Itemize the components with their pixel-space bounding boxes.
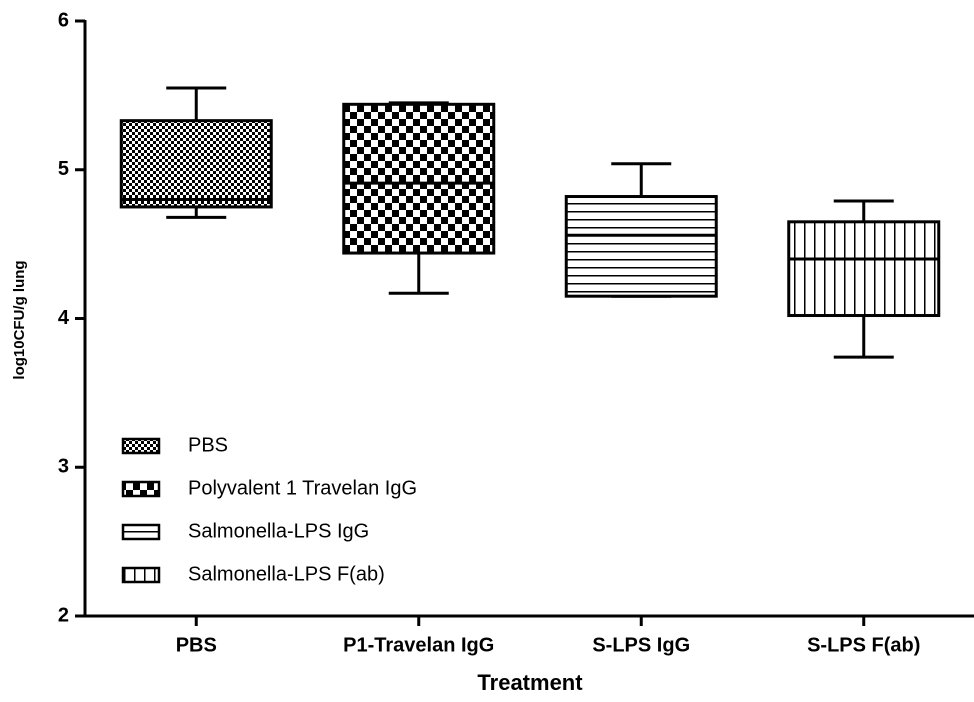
legend-swatch bbox=[121, 523, 161, 541]
x-tick-label: PBS bbox=[176, 634, 217, 656]
legend-swatch bbox=[121, 437, 161, 455]
y-tick-label: 5 bbox=[58, 158, 69, 180]
legend-label: Polyvalent 1 Travelan IgG bbox=[188, 477, 417, 499]
legend-swatch bbox=[121, 566, 161, 584]
box bbox=[787, 220, 941, 318]
y-axis-label: log10CFU/g lung bbox=[11, 260, 28, 379]
box bbox=[564, 195, 718, 298]
legend-label: Salmonella-LPS IgG bbox=[188, 520, 369, 542]
box bbox=[342, 102, 496, 255]
x-tick-label: S-LPS F(ab) bbox=[807, 634, 920, 656]
x-axis-label: Treatment bbox=[477, 670, 583, 695]
legend-label: PBS bbox=[188, 434, 228, 456]
legend-swatch bbox=[121, 480, 161, 498]
y-tick-label: 6 bbox=[58, 9, 69, 31]
legend-label: Salmonella-LPS F(ab) bbox=[188, 563, 385, 585]
box bbox=[119, 119, 273, 209]
y-tick-label: 4 bbox=[58, 307, 70, 329]
y-tick-label: 2 bbox=[58, 604, 69, 626]
x-tick-label: P1-Travelan IgG bbox=[343, 634, 494, 656]
x-tick-label: S-LPS IgG bbox=[592, 634, 690, 656]
y-tick-label: 3 bbox=[58, 456, 69, 478]
